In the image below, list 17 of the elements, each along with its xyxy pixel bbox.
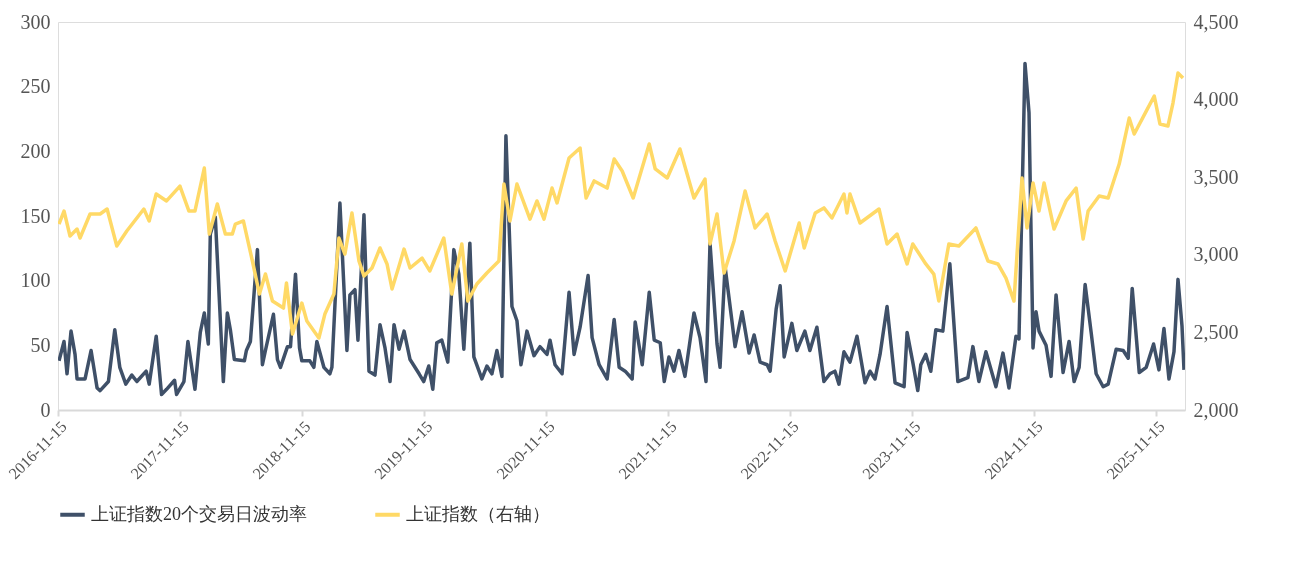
y2-tick-label: 4,000 xyxy=(1193,88,1239,111)
y-tick-label: 200 xyxy=(20,139,51,162)
y-tick-label: 300 xyxy=(20,10,51,33)
y2-tick-label: 3,500 xyxy=(1193,165,1239,188)
y2-tick-label: 4,500 xyxy=(1193,10,1239,33)
legend-label: 上证指数（右轴） xyxy=(406,503,550,524)
y-tick-label: 150 xyxy=(20,204,51,227)
y-tick-label: 50 xyxy=(30,333,51,356)
line-series xyxy=(58,61,1185,397)
y2-tick-label: 2,500 xyxy=(1193,320,1239,343)
y2-tick-label: 2,000 xyxy=(1193,398,1239,421)
y-tick-label: 250 xyxy=(20,75,51,98)
legend-label: 上证指数20个交易日波动率 xyxy=(91,503,307,524)
y2-tick-label: 3,000 xyxy=(1193,243,1239,266)
y-tick-label: 0 xyxy=(40,398,51,421)
line-series xyxy=(58,71,1185,340)
y-tick-label: 100 xyxy=(20,269,51,292)
